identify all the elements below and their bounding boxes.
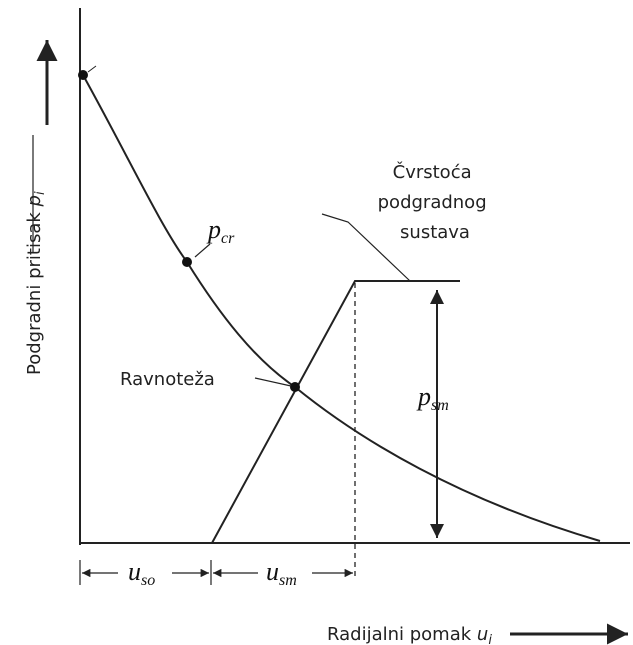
leader (194, 243, 211, 258)
equilibrium-label: Ravnoteža (120, 369, 215, 390)
point (290, 382, 300, 392)
x-axis-label: Radijalni pomak ui (327, 624, 492, 645)
reaction-curve (82, 74, 601, 542)
y-axis-label: Podgradni pritisak pi (24, 191, 48, 375)
usm-label: usm (266, 557, 297, 589)
leader (87, 65, 97, 73)
pcr-label: pcr (206, 215, 235, 247)
strength-label: Čvrstoća podgradnog sustava (378, 161, 493, 243)
support-curve (211, 280, 460, 544)
leader (321, 213, 411, 282)
leader (254, 377, 292, 387)
uso-label: uso (128, 557, 155, 589)
psm-label: psm (416, 382, 449, 414)
point (78, 70, 88, 80)
point (182, 257, 192, 267)
